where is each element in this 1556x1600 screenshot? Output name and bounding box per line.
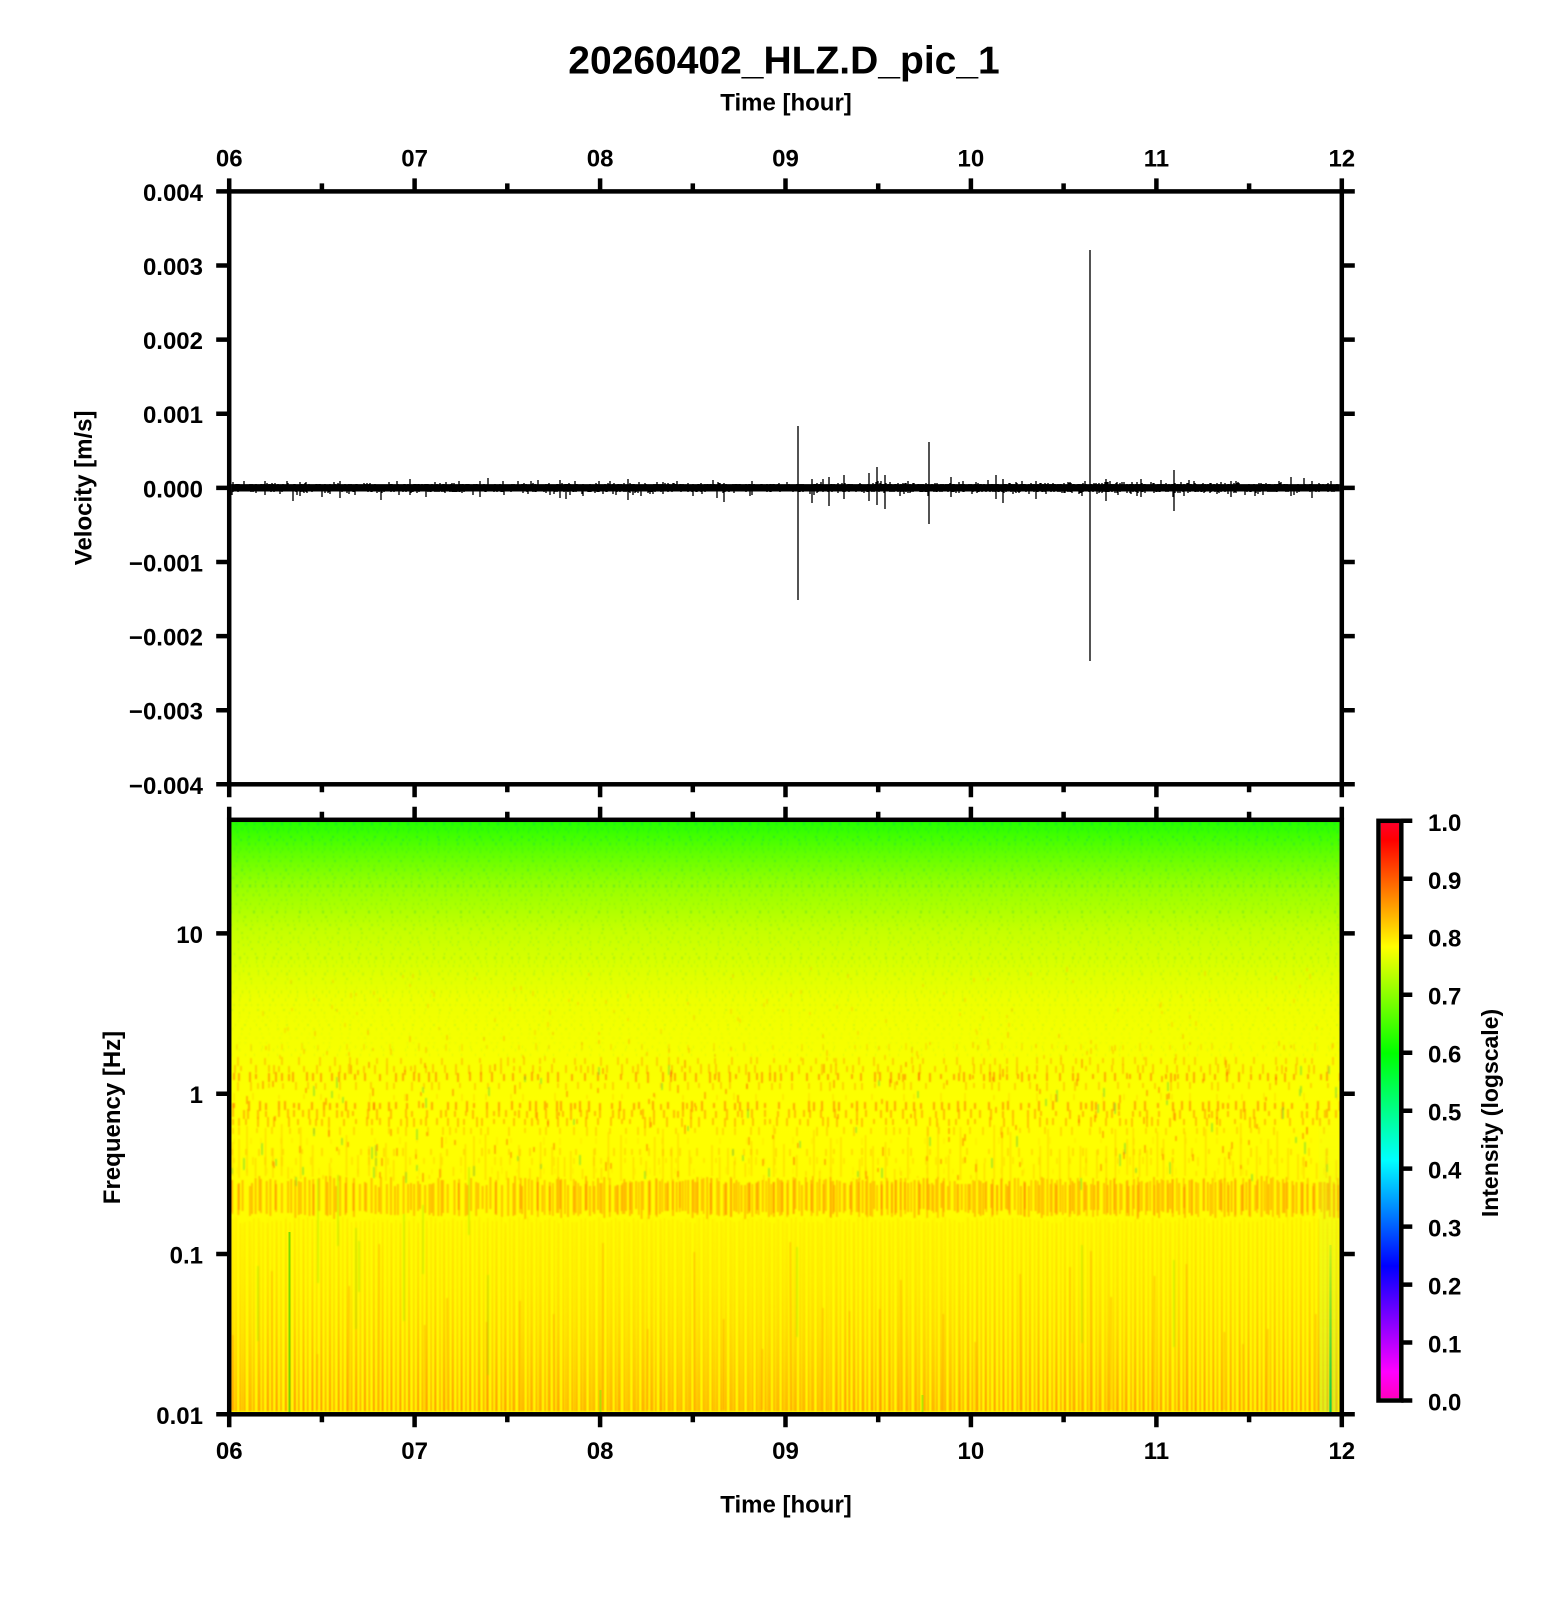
svg-text:10: 10 xyxy=(958,146,985,173)
svg-text:08: 08 xyxy=(587,1438,614,1465)
svg-text:07: 07 xyxy=(401,1438,428,1465)
svg-text:12: 12 xyxy=(1328,146,1355,173)
svg-text:−0.004: −0.004 xyxy=(129,773,204,800)
svg-text:06: 06 xyxy=(216,146,243,173)
svg-text:1: 1 xyxy=(190,1082,203,1109)
svg-text:0.01: 0.01 xyxy=(156,1403,203,1430)
svg-text:0.9: 0.9 xyxy=(1428,868,1461,895)
svg-text:Intensity (logscale): Intensity (logscale) xyxy=(1477,1009,1503,1217)
svg-text:0.001: 0.001 xyxy=(143,402,203,429)
svg-text:0.3: 0.3 xyxy=(1428,1216,1461,1243)
svg-text:0.8: 0.8 xyxy=(1428,926,1461,953)
svg-text:0.1: 0.1 xyxy=(170,1243,203,1270)
svg-text:Velocity [m/s]: Velocity [m/s] xyxy=(70,410,97,565)
svg-text:0.0: 0.0 xyxy=(1428,1390,1461,1417)
svg-text:0.1: 0.1 xyxy=(1428,1332,1461,1359)
svg-text:−0.002: −0.002 xyxy=(129,625,203,652)
svg-text:10: 10 xyxy=(176,922,203,949)
svg-text:0.003: 0.003 xyxy=(143,254,203,281)
svg-text:06: 06 xyxy=(216,1438,243,1465)
svg-text:11: 11 xyxy=(1144,1438,1169,1465)
svg-text:0.004: 0.004 xyxy=(143,180,204,207)
svg-text:−0.003: −0.003 xyxy=(129,699,203,726)
svg-text:0.6: 0.6 xyxy=(1428,1042,1461,1069)
svg-text:09: 09 xyxy=(772,146,799,173)
svg-text:0.7: 0.7 xyxy=(1428,984,1461,1011)
svg-text:0.002: 0.002 xyxy=(143,328,203,355)
svg-text:0.5: 0.5 xyxy=(1428,1100,1461,1127)
svg-text:Frequency [Hz]: Frequency [Hz] xyxy=(99,1031,126,1204)
svg-text:12: 12 xyxy=(1328,1438,1355,1465)
svg-text:Time [hour]: Time [hour] xyxy=(720,1492,852,1519)
svg-text:20260402_HLZ.D_pic_1: 20260402_HLZ.D_pic_1 xyxy=(568,40,999,83)
svg-text:0.4: 0.4 xyxy=(1428,1158,1462,1185)
svg-text:0.2: 0.2 xyxy=(1428,1274,1461,1301)
svg-text:07: 07 xyxy=(401,146,428,173)
svg-text:10: 10 xyxy=(958,1438,985,1465)
svg-text:08: 08 xyxy=(587,146,614,173)
svg-text:0.000: 0.000 xyxy=(143,476,203,503)
svg-text:−0.001: −0.001 xyxy=(129,551,203,578)
svg-text:09: 09 xyxy=(772,1438,799,1465)
svg-text:Time [hour]: Time [hour] xyxy=(720,90,852,117)
svg-text:1.0: 1.0 xyxy=(1428,810,1461,837)
svg-text:11: 11 xyxy=(1144,146,1169,173)
